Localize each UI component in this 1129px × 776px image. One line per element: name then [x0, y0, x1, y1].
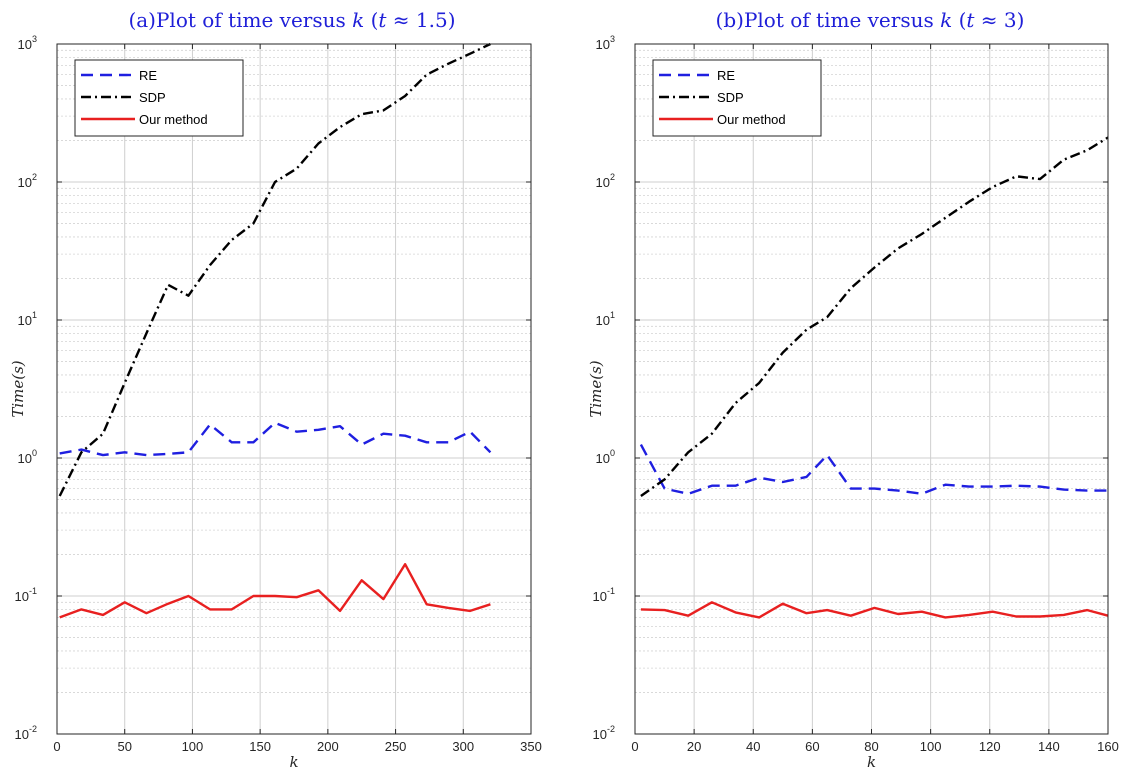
- chart-title: (a)Plot of time versus k (t ≈ 1.5): [128, 8, 455, 32]
- y-axis-label: Time(s): [587, 360, 605, 417]
- y-tick-label: 101: [18, 310, 37, 328]
- series-line-our-method: [640, 601, 1109, 619]
- legend-label-re: RE: [139, 68, 157, 83]
- x-axis-label: k: [289, 753, 298, 771]
- x-tick-label: 80: [864, 739, 878, 754]
- chart-b: 0 20 40 60 80 100 120 140 160 10-2 10-1 100 101 102 10…: [587, 8, 1119, 771]
- x-tick-label: 150: [249, 739, 271, 754]
- series-line-sdp: [58, 42, 491, 497]
- axes-box: [56, 43, 532, 735]
- y-axis-label: Time(s): [9, 360, 27, 417]
- y-tick-label: 10-2: [15, 724, 37, 742]
- y-tick-label: 10-1: [15, 586, 37, 604]
- x-axis-label: k: [867, 753, 876, 771]
- x-tick-label: 0: [631, 739, 638, 754]
- legend-label-our-method: Our method: [717, 112, 786, 127]
- x-tick-label: 140: [1038, 739, 1060, 754]
- x-tick-label: 200: [317, 739, 339, 754]
- x-tick-label: 350: [520, 739, 542, 754]
- x-tick-label: 20: [687, 739, 701, 754]
- y-tick-label: 10-1: [593, 586, 615, 604]
- plot-area: [57, 44, 531, 734]
- y-tick-label: 102: [596, 172, 615, 190]
- x-tick-label: 300: [452, 739, 474, 754]
- series-line-sdp: [640, 136, 1109, 497]
- x-tick-label: 0: [53, 739, 60, 754]
- x-tick-label: 120: [979, 739, 1001, 754]
- y-tick-label: 100: [596, 448, 615, 466]
- chart-a: 0 50 100 150 200 250 300 350 10-2 10-1 100 101 102 10…: [9, 8, 542, 771]
- legend: RE SDP Our method: [74, 59, 244, 137]
- y-tick-label: 103: [18, 34, 37, 52]
- legend-label-re: RE: [717, 68, 735, 83]
- series-line-re: [639, 444, 1108, 495]
- legend-label-our-method: Our method: [139, 112, 208, 127]
- x-tick-label: 40: [746, 739, 760, 754]
- x-tick-label: 60: [805, 739, 819, 754]
- x-tick-label: 50: [117, 739, 131, 754]
- x-tick-label: 100: [920, 739, 942, 754]
- y-tick-label: 102: [18, 172, 37, 190]
- y-tick-label: 10-2: [593, 724, 615, 742]
- y-tick-label: 100: [18, 448, 37, 466]
- series-line-our-method: [59, 563, 491, 619]
- legend-label-sdp: SDP: [139, 90, 166, 105]
- x-tick-label: 100: [182, 739, 204, 754]
- legend-label-sdp: SDP: [717, 90, 744, 105]
- legend: RE SDP Our method: [652, 59, 822, 137]
- chart-title: (b)Plot of time versus k (t ≈ 3): [716, 8, 1025, 32]
- series-line-re: [59, 421, 492, 457]
- y-tick-label: 101: [596, 310, 615, 328]
- x-tick-label: 250: [385, 739, 407, 754]
- x-tick-label: 160: [1097, 739, 1119, 754]
- y-tick-label: 103: [596, 34, 615, 52]
